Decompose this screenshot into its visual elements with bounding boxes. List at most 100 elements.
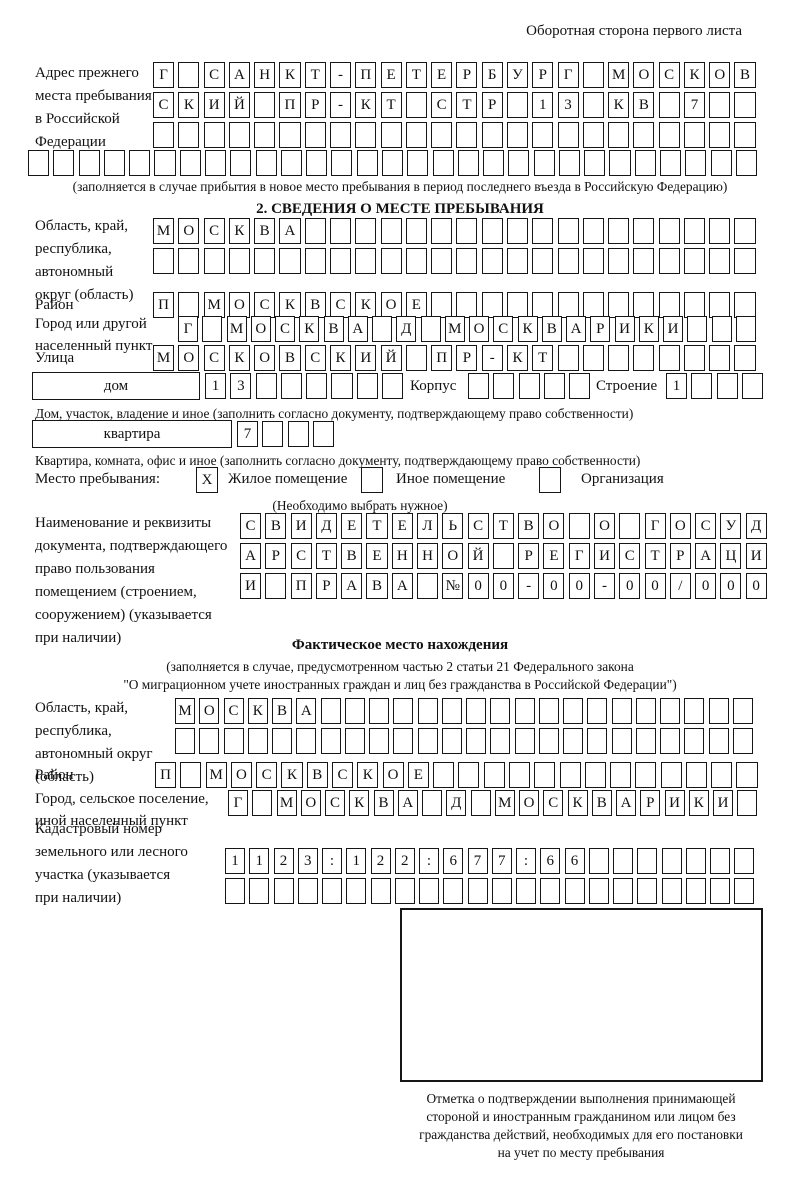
char-cell[interactable] <box>405 122 427 148</box>
char-cell[interactable]: Е <box>405 292 427 318</box>
char-cell[interactable]: А <box>279 218 301 244</box>
char-cell[interactable] <box>420 316 441 342</box>
char-cell[interactable]: М <box>205 762 227 788</box>
char-cell[interactable]: П <box>290 573 312 599</box>
char-cell[interactable] <box>734 122 756 148</box>
char-cell[interactable]: Г <box>644 513 666 539</box>
char-cell[interactable]: П <box>279 92 301 118</box>
char-cell[interactable]: М <box>276 790 297 816</box>
char-cell[interactable] <box>483 150 505 176</box>
char-cell[interactable]: 0 <box>467 573 489 599</box>
char-cell[interactable]: О <box>469 316 489 342</box>
char-cell[interactable] <box>204 150 227 176</box>
korpus-cells[interactable] <box>468 373 594 399</box>
char-cell[interactable] <box>320 698 341 724</box>
char-cell[interactable]: Г <box>178 316 198 342</box>
char-cell[interactable]: В <box>323 316 344 342</box>
char-cell[interactable] <box>456 292 478 318</box>
char-cell[interactable] <box>506 122 529 148</box>
char-cell[interactable] <box>506 292 529 318</box>
char-cell[interactable]: С <box>254 292 276 318</box>
char-cell[interactable]: Р <box>532 62 554 88</box>
char-cell[interactable]: М <box>175 698 195 724</box>
char-cell[interactable]: 7 <box>467 848 488 874</box>
char-cell[interactable] <box>734 345 756 371</box>
char-cell[interactable]: 2 <box>394 848 415 874</box>
char-cell[interactable]: - <box>481 345 503 371</box>
char-cell[interactable]: К <box>228 218 250 244</box>
char-cell[interactable]: - <box>329 62 352 88</box>
char-cell[interactable] <box>129 150 151 176</box>
char-cell[interactable]: С <box>331 762 354 788</box>
char-cell[interactable]: К <box>281 762 303 788</box>
char-cell[interactable]: С <box>153 92 175 118</box>
char-cell[interactable]: Р <box>640 790 661 816</box>
char-cell[interactable] <box>296 728 317 754</box>
char-cell[interactable]: К <box>247 698 268 724</box>
char-cell[interactable] <box>470 790 491 816</box>
char-cell[interactable] <box>564 878 585 904</box>
char-cell[interactable] <box>587 728 608 754</box>
char-cell[interactable]: С <box>304 345 326 371</box>
char-cell[interactable] <box>734 248 756 274</box>
char-cell[interactable]: Б <box>481 62 503 88</box>
char-cell[interactable] <box>661 878 682 904</box>
char-cell[interactable]: К <box>357 762 379 788</box>
doc-row-3[interactable]: И П Р А В А № 0 0-0 0-0 0/0 0 0 <box>240 573 771 599</box>
char-cell[interactable] <box>685 762 707 788</box>
char-cell[interactable]: И <box>663 316 683 342</box>
char-cell[interactable] <box>633 248 655 274</box>
char-cell[interactable]: К <box>638 316 659 342</box>
char-cell[interactable] <box>683 248 705 274</box>
char-cell[interactable] <box>708 698 729 724</box>
char-cell[interactable]: Т <box>492 513 514 539</box>
char-cell[interactable] <box>419 878 439 904</box>
char-cell[interactable] <box>658 218 680 244</box>
char-cell[interactable]: К <box>299 316 320 342</box>
char-cell[interactable] <box>611 728 632 754</box>
char-cell[interactable]: Р <box>481 92 503 118</box>
char-cell[interactable]: П <box>355 62 377 88</box>
char-cell[interactable]: Й <box>467 543 489 569</box>
char-cell[interactable] <box>709 218 731 244</box>
char-cell[interactable] <box>394 878 415 904</box>
char-cell[interactable] <box>683 345 705 371</box>
char-cell[interactable] <box>658 122 680 148</box>
char-cell[interactable] <box>393 728 414 754</box>
char-cell[interactable] <box>481 248 503 274</box>
char-cell[interactable]: М <box>608 62 630 88</box>
char-cell[interactable] <box>422 790 442 816</box>
char-cell[interactable] <box>658 292 680 318</box>
char-cell[interactable]: Р <box>315 573 337 599</box>
char-cell[interactable]: Й <box>228 92 250 118</box>
char-cell[interactable] <box>175 728 195 754</box>
char-cell[interactable] <box>457 150 479 176</box>
char-cell[interactable] <box>584 762 606 788</box>
char-cell[interactable] <box>154 150 176 176</box>
char-cell[interactable] <box>228 248 250 274</box>
char-cell[interactable] <box>588 878 609 904</box>
char-cell[interactable] <box>372 316 392 342</box>
char-cell[interactable]: 0 <box>543 573 565 599</box>
char-cell[interactable] <box>280 150 302 176</box>
char-cell[interactable] <box>558 150 580 176</box>
char-cell[interactable] <box>441 698 462 724</box>
char-cell[interactable] <box>255 373 277 399</box>
char-cell[interactable]: 0 <box>568 573 590 599</box>
char-cell[interactable] <box>466 728 486 754</box>
char-cell[interactable] <box>329 218 352 244</box>
char-cell[interactable] <box>304 218 326 244</box>
char-cell[interactable]: У <box>506 62 529 88</box>
char-cell[interactable]: О <box>300 790 321 816</box>
char-cell[interactable]: 7 <box>491 848 512 874</box>
char-cell[interactable]: - <box>329 92 352 118</box>
char-cell[interactable] <box>737 790 758 816</box>
char-cell[interactable] <box>732 698 753 724</box>
char-cell[interactable] <box>247 728 268 754</box>
char-cell[interactable]: К <box>517 316 538 342</box>
